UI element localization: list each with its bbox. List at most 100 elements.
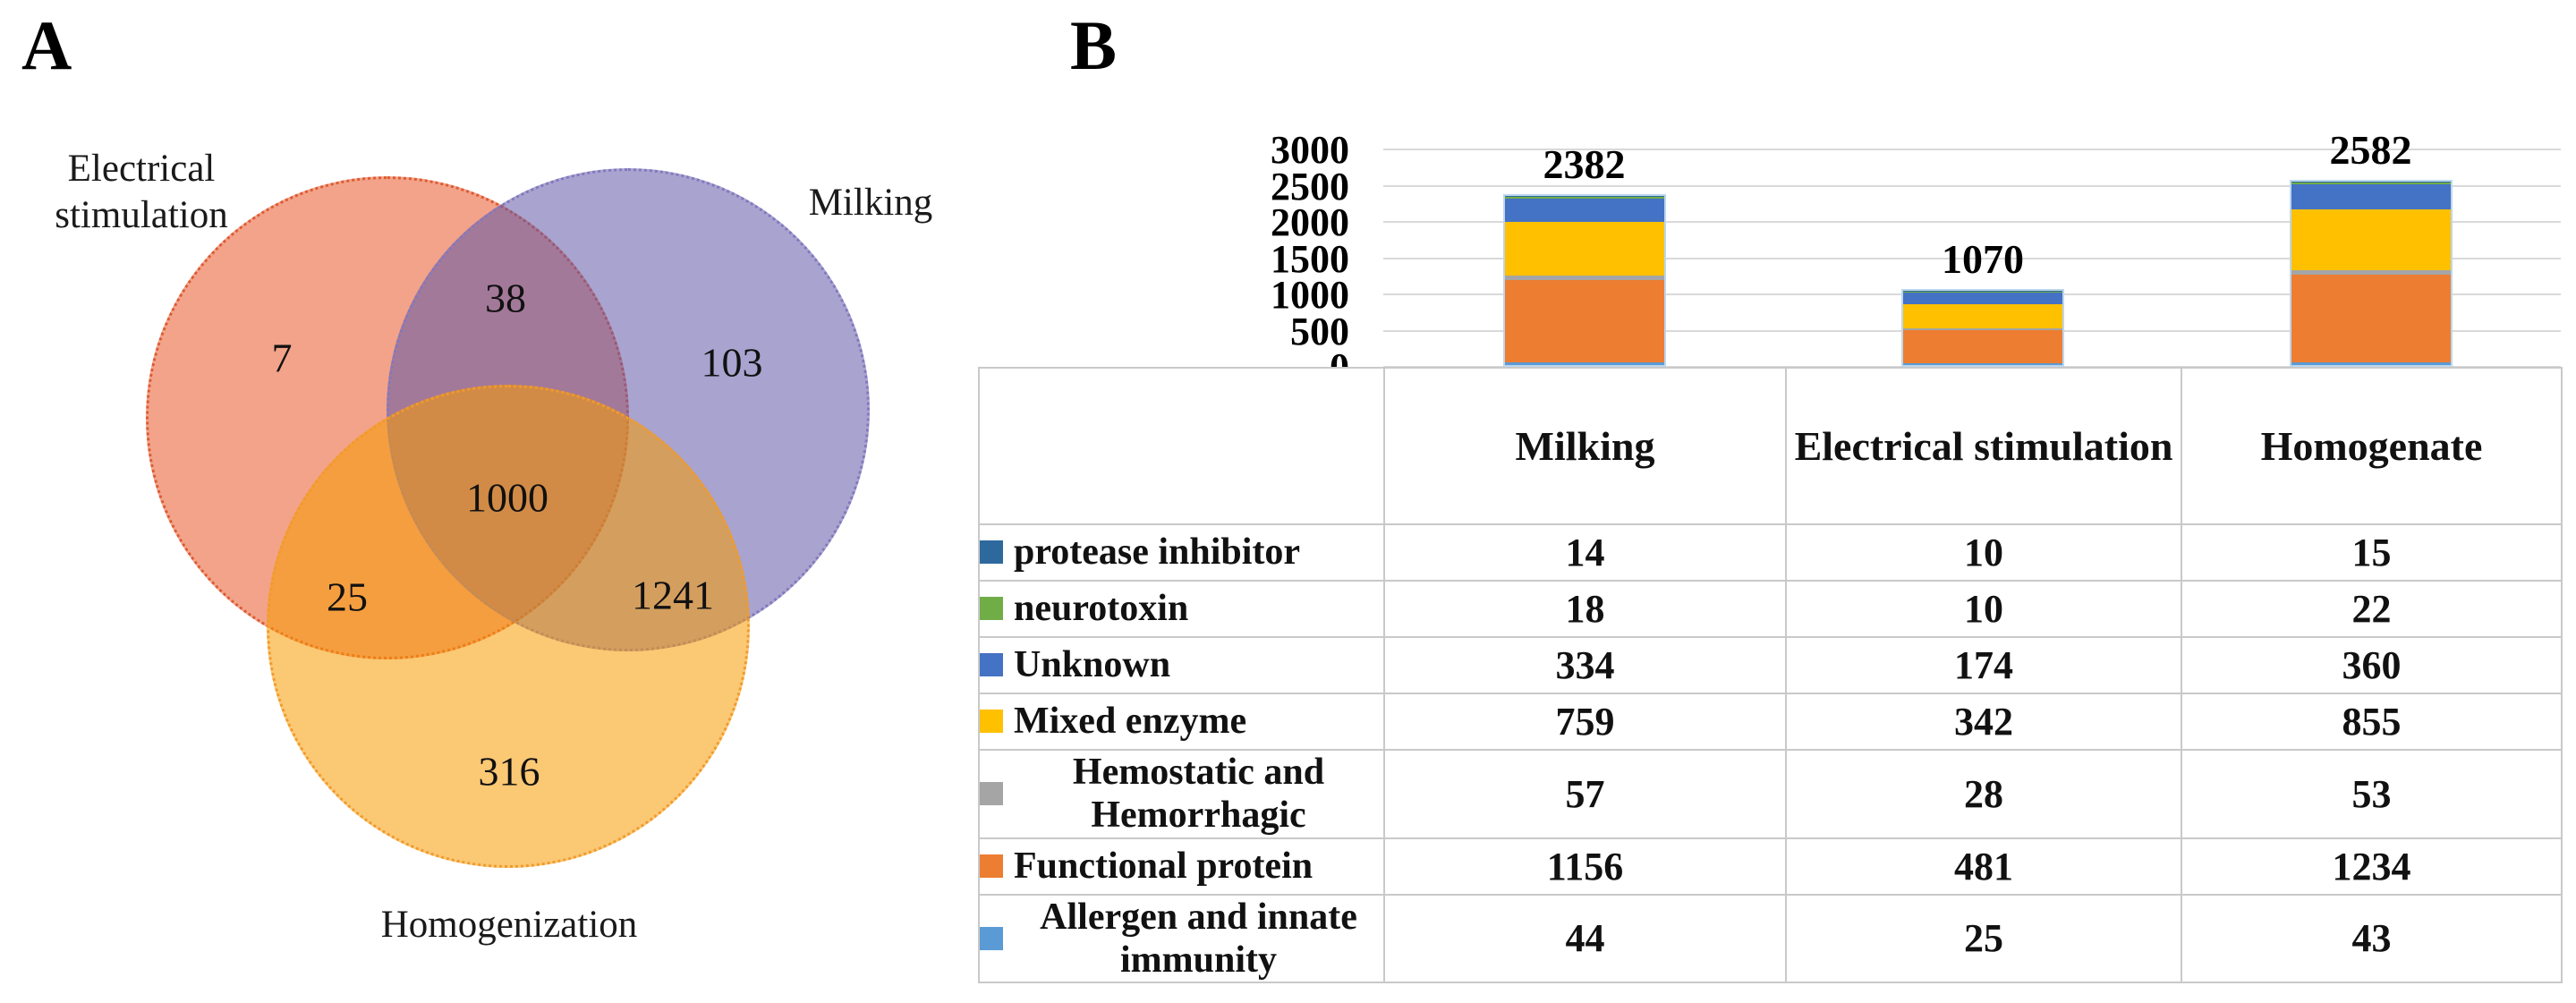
table-value-cell: 342 [1785,693,2182,751]
venn-diagram: Electrical stimulation Milking Homogeniz… [0,0,975,1003]
legend-swatch [980,597,1003,621]
venn-label-homogenization: Homogenization [380,904,638,946]
table-value-cell: 481 [1785,837,2182,896]
table-header-cell: Milking [1383,367,1787,525]
venn-circle-homogenization [267,385,750,868]
table-row: Mixed enzyme 759 342 855 [978,693,2563,751]
table-value-cell: 1234 [2181,837,2563,896]
bar-segment [1504,276,1664,280]
legend-row-label-cell: Unknown [978,636,1385,694]
gridline-1500 [1383,257,2561,259]
bar-segment [1504,196,1664,198]
bar-total-label: 1070 [1942,236,2024,283]
legend-swatch [980,782,1003,806]
bar-segment [2291,361,2451,365]
legend-swatch [980,854,1003,879]
legend-label: protease inhibitor [1014,531,1301,574]
panel-a-label: A [21,6,72,84]
table-value-cell: 334 [1383,636,1787,694]
venn-count-electrical_homogenization: 25 [327,574,368,620]
table-value-cell: 43 [2181,893,2563,984]
bar-segment [1504,198,1664,223]
bar-segment [1504,197,1664,199]
venn-label-electrical-stimulation: Electrical stimulation [55,148,228,237]
table-row: Hemostatic and Hemorrhagic 57 28 53 [978,749,2563,839]
bar-segment [2291,183,2451,210]
legend-row-label-cell: protease inhibitor [978,523,1385,582]
legend-label: Functional protein [1014,845,1314,887]
table-value-cell: 25 [1785,893,2182,984]
table-value-cell: 14 [1383,523,1787,582]
table-value-cell: 28 [1785,749,2182,839]
legend-swatch [980,926,1003,950]
panel-b-label: B [1070,6,1118,84]
gridline-2000 [1383,221,2561,223]
y-axis-tick-label: 500 [1290,309,1349,353]
table-row: Unknown 334 174 360 [978,636,2563,694]
legend-row-label-cell: Functional protein [978,837,1385,896]
venn-count-center_all: 1000 [466,474,548,521]
legend-label: Hemostatic and Hemorrhagic [1072,752,1325,837]
venn-count-electrical_milking: 38 [485,275,526,321]
venn-count-milking_homogenization: 1241 [632,572,714,618]
venn-count-electrical_only: 7 [271,335,293,381]
table-row: neurotoxin 18 10 22 [978,580,2563,638]
legend-row-label-cell: neurotoxin [978,580,1385,638]
table-row: Allergen and innate immunity 44 25 43 [978,893,2563,984]
data-table: Milking Electrical stimulation Homogenate p… [978,367,2563,984]
table-value-cell: 10 [1785,580,2182,638]
table-value-cell: 57 [1383,749,1787,839]
table-value-cell: 174 [1785,636,2182,694]
venn-label-milking: Milking [808,182,933,224]
legend-label: Unknown [1014,644,1171,686]
stacked-bar-2 [1901,289,2064,367]
bar-segment [1903,304,2062,328]
legend-label: Mixed enzyme [1014,701,1247,743]
table-header-cell: Homogenate [2181,367,2563,525]
bar-segment [1903,291,2062,293]
legend-row-label-cell: Allergen and innate immunity [978,893,1385,984]
gridline-2500 [1383,184,2561,187]
table-value-cell: 1156 [1383,837,1787,896]
table-value-cell: 18 [1383,580,1787,638]
bar-total-label: 2382 [1543,141,1626,188]
bar-total-label: 2582 [2329,126,2412,173]
bar-segment [2291,274,2451,362]
bar-segment [1903,292,2062,305]
table-value-cell: 44 [1383,893,1787,984]
table-row: Functional protein 1156 481 1234 [978,837,2563,896]
bar-segment [1903,363,2062,365]
bar-segment [1504,361,1664,365]
bar-segment [2291,181,2451,183]
table-value-cell: 855 [2181,693,2563,751]
legend-label: neurotoxin [1014,588,1189,630]
legend-label: Allergen and innate immunity [1040,896,1357,981]
y-axis-tick-label: 2500 [1271,164,1349,208]
bar-segment [1903,292,2062,293]
y-axis-tick-label: 3000 [1271,128,1349,172]
bar-segment [1903,327,2062,330]
table-value-cell: 22 [2181,580,2563,638]
stacked-bar-1 [1502,194,1666,367]
legend-row-label-cell: Hemostatic and Hemorrhagic [978,749,1385,839]
venn-count-milking_only: 103 [701,339,763,386]
bar-segment [1504,222,1664,276]
table-value-cell: 360 [2181,636,2563,694]
legend-swatch [980,710,1003,734]
venn-count-homogenization_only: 316 [478,748,540,795]
legend-row-label-cell: Mixed enzyme [978,693,1385,751]
bar-segment [2291,209,2451,271]
table-header-cell: Electrical stimulation [1785,367,2182,525]
table-row: protease inhibitor 14 10 15 [978,523,2563,582]
table-header-row: Milking Electrical stimulation Homogenate [978,367,2563,525]
y-axis-tick-label: 2000 [1271,200,1349,244]
bar-segment [2291,270,2451,275]
bar-segment [2291,183,2451,184]
y-axis-tick-label: 1000 [1271,273,1349,317]
table-value-cell: 759 [1383,693,1787,751]
table-value-cell: 10 [1785,523,2182,582]
table-value-cell: 15 [2181,523,2563,582]
table-corner-cell [978,367,1385,525]
gridline-3000 [1383,149,2561,150]
